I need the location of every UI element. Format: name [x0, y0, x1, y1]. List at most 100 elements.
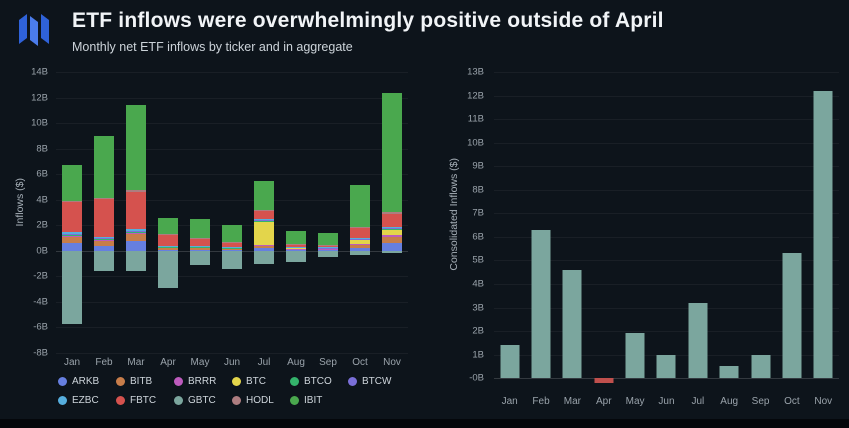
y-tick-label: 10B: [31, 117, 48, 129]
gridline: [56, 327, 408, 329]
bar-column: [808, 72, 839, 390]
bar-segment-bitb: [158, 247, 178, 250]
bar-segment-gbtc: [190, 250, 210, 265]
legend-label: GBTC: [188, 395, 216, 406]
bar-column: [651, 72, 682, 390]
y-tick-label: 4B: [472, 278, 484, 290]
consolidated-bar: [594, 378, 614, 383]
bar-segment-gbtc: [350, 250, 370, 255]
bar-segment-ibit: [350, 184, 370, 227]
legend: ARKB BITB BRRR BTC BTCO BTCW EZBC FBTC GBTC HODL I…: [58, 376, 406, 406]
bar-segment-bitb: [382, 236, 402, 244]
bar-segment-hodl: [126, 189, 146, 192]
bar-column: [525, 72, 556, 390]
gridline: [494, 284, 839, 285]
y-tick-label: -8B: [33, 347, 48, 359]
y-tick-label: 13B: [467, 66, 484, 78]
bar-segment-fbtc: [222, 242, 242, 248]
x-tick-label: Apr: [160, 357, 176, 368]
y-tick-label: 12B: [31, 92, 48, 104]
bar-segment-btcw: [350, 239, 370, 241]
gridline: [494, 307, 839, 309]
gridline: [494, 260, 839, 262]
bar-segment-hodl: [382, 211, 402, 214]
bar-column: [682, 72, 713, 390]
bar-segment-arkb: [190, 249, 210, 251]
bar-column: [776, 72, 807, 390]
legend-item-btco: BTCO: [290, 376, 348, 387]
bar-segment-btc: [350, 239, 370, 244]
x-tick-label: Aug: [720, 396, 739, 407]
bar-segment-gbtc: [62, 250, 82, 324]
y-tick-label: 12B: [467, 90, 484, 102]
y-tick-label: 14B: [31, 66, 48, 78]
bar-segment-brrr: [94, 239, 114, 241]
chart-title: ETF inflows were overwhelmingly positive…: [72, 9, 664, 32]
bar-segment-ezbc: [126, 228, 146, 231]
bar-segment-arkb: [126, 240, 146, 251]
x-tick-label: Apr: [595, 396, 612, 407]
y-tick-label: -2B: [33, 270, 48, 282]
legend-dot-fbtc: [116, 396, 125, 405]
bar-column: [494, 72, 525, 390]
bar-segment-hodl: [158, 233, 178, 235]
bar-segment-ibit: [190, 218, 210, 238]
bar-segment-ibit: [94, 136, 114, 198]
y-tick-label: 4B: [36, 194, 48, 206]
bar-segment-arkb: [158, 249, 178, 251]
bar-column: [152, 72, 184, 353]
bar-column: [216, 72, 248, 353]
bar-segment-fbtc: [94, 198, 114, 238]
legend-item-ezbc: EZBC: [58, 395, 116, 406]
x-tick-label: Jul: [257, 357, 271, 368]
legend-dot-ibit: [290, 396, 299, 405]
bar-segment-ezbc: [62, 231, 82, 235]
right-x-axis-labels: Jan Feb Mar Apr May Jun Jul Aug Sep Oct Nov: [494, 396, 839, 407]
gridline: [56, 276, 408, 278]
bar-segment-bitb: [126, 234, 146, 241]
bar-segment-bitb: [190, 247, 210, 250]
gridline: [56, 148, 408, 150]
bottom-strip: [0, 419, 849, 428]
legend-label: ARKB: [72, 376, 100, 387]
gridline: [56, 353, 408, 354]
legend-dot-arkb: [58, 377, 67, 386]
header: ETF inflows were overwhelmingly positive…: [14, 9, 664, 54]
bar-column: [88, 72, 120, 353]
bar-segment-ibit: [158, 218, 178, 234]
legend-item-ibit: IBIT: [290, 395, 348, 406]
legend-dot-brrr: [174, 377, 183, 386]
bar-segment-arkb: [382, 243, 402, 251]
bar-segment-gbtc: [158, 250, 178, 288]
bar-segment-hodl: [222, 241, 242, 243]
bar-segment-hodl: [318, 244, 338, 246]
bar-column: [714, 72, 745, 390]
bar-segment-btc: [254, 222, 274, 246]
bar-segment-fbtc: [254, 211, 274, 219]
y-tick-label: -0B: [469, 372, 484, 384]
bar-segment-ezbc: [254, 218, 274, 221]
bar-column: [120, 72, 152, 353]
bar-segment-brrr: [254, 245, 274, 247]
gridline: [56, 97, 408, 99]
consolidated-bar: [625, 333, 645, 379]
left-plot-area: [56, 72, 408, 354]
bar-segment-hodl: [62, 201, 82, 203]
legend-dot-gbtc: [174, 396, 183, 405]
messari-logo-icon: [19, 14, 49, 46]
bar-segment-fbtc: [286, 244, 306, 247]
bar-column: [745, 72, 776, 390]
bar-column: [280, 72, 312, 353]
bar-segment-ibit: [382, 93, 402, 212]
x-tick-label: May: [190, 357, 210, 368]
x-tick-label: May: [625, 396, 645, 407]
y-tick-label: 6B: [472, 231, 484, 243]
bar-segment-bitb: [254, 245, 274, 249]
gridline: [56, 301, 408, 303]
bar-column: [248, 72, 280, 353]
bar-segment-ibit: [286, 231, 306, 245]
consolidated-bar: [562, 269, 582, 379]
bar-segment-ezbc: [318, 247, 338, 249]
bar-segment-btcw: [94, 238, 114, 240]
x-tick-label: Jul: [691, 396, 705, 407]
